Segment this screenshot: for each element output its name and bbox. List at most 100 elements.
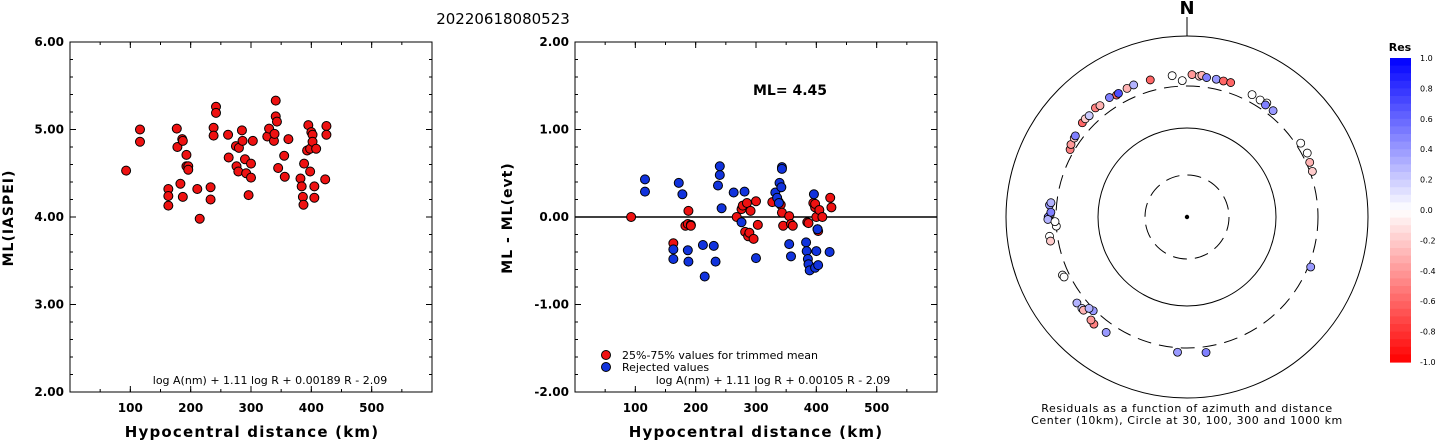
- data-point: [172, 142, 183, 152]
- ring-1000km: [1005, 35, 1369, 399]
- rejected-point: [699, 271, 710, 282]
- station-point: [1050, 217, 1060, 227]
- data-point: [305, 166, 316, 177]
- rejected-point: [773, 198, 784, 208]
- station-point: [1201, 348, 1211, 357]
- data-point: [177, 135, 188, 146]
- legend-label-rejected: Rejected values: [622, 361, 709, 374]
- data-point: [320, 174, 331, 185]
- trimmed-point: [751, 196, 761, 207]
- station-point: [1129, 80, 1139, 90]
- data-point: [246, 158, 256, 169]
- data-point: [246, 172, 256, 183]
- trimmed-point: [685, 220, 696, 231]
- data-point: [311, 143, 322, 154]
- rejected-point: [808, 189, 819, 200]
- colorbar-segment: [1390, 73, 1411, 82]
- station-point: [1307, 166, 1317, 176]
- ring-300km: [1055, 85, 1319, 349]
- rejected-point: [639, 174, 650, 185]
- rejected-point: [739, 186, 750, 197]
- data-point: [181, 149, 192, 160]
- data-point: [163, 200, 174, 211]
- rejected-point: [728, 187, 739, 198]
- ml-annotation: ML= 4.45: [753, 83, 827, 99]
- x-axis-label: Hypocentral distance (km): [629, 423, 884, 441]
- data-point: [243, 190, 254, 201]
- data-point: [183, 164, 194, 175]
- y-axis-label: ML - ML(evt): [500, 162, 516, 273]
- y-tick-label: 2.00: [34, 385, 64, 399]
- station-point: [1084, 111, 1094, 121]
- legend-marker-rejected: [601, 362, 611, 372]
- station-point: [1072, 298, 1082, 308]
- colorbar-segment: [1390, 202, 1411, 211]
- rejected-point: [639, 186, 650, 197]
- center-point: [1184, 214, 1190, 220]
- station-point: [1086, 315, 1096, 325]
- x-tick-label: 300: [743, 401, 768, 415]
- rejected-point: [785, 251, 796, 262]
- data-point: [236, 125, 247, 136]
- x-axis-label: Hypocentral distance (km): [125, 423, 380, 441]
- trimmed-point: [683, 205, 694, 216]
- panel-ml-residual: 100 200 300 400 500 -2.00 -1.00 0.00 1.00 2.00 ML…: [500, 35, 938, 441]
- colorbar-segment: [1390, 210, 1411, 219]
- ring-100km: [1097, 127, 1277, 307]
- station-point: [1268, 106, 1278, 116]
- colorbar-segment: [1390, 308, 1411, 317]
- formula-label: log A(nm) + 1.11 log R + 0.00105 R - 2.0…: [656, 374, 890, 387]
- data-point: [296, 181, 307, 192]
- colorbar-segment: [1390, 286, 1411, 295]
- data-point: [177, 191, 188, 202]
- data-point: [208, 130, 219, 141]
- plot-frame: [69, 41, 433, 393]
- y-tick-label: -1.00: [534, 298, 569, 312]
- colorbar-segment: [1390, 88, 1411, 97]
- rejected-point: [716, 203, 727, 214]
- data-point: [271, 116, 282, 127]
- data-point: [192, 184, 203, 194]
- station-point: [1105, 93, 1114, 102]
- colorbar-segment: [1390, 118, 1411, 127]
- rejected-point: [824, 247, 835, 257]
- rejected-point: [682, 245, 693, 256]
- legend-marker-trimmed: [601, 350, 611, 360]
- station-points: [1043, 70, 1317, 357]
- colorbar-segment: [1390, 240, 1411, 249]
- colorbar-title: Res: [1389, 41, 1412, 54]
- station-point: [1211, 74, 1221, 84]
- rejected-point: [776, 182, 787, 193]
- y-tick-label: -2.00: [534, 385, 569, 399]
- rejected-point: [812, 224, 823, 235]
- x-tick-label: 100: [623, 401, 648, 415]
- trimmed-point: [825, 192, 836, 203]
- trimmed-point: [817, 212, 828, 222]
- trimmed-point: [752, 219, 763, 230]
- station-point: [1046, 198, 1056, 208]
- x-tick-label: 500: [359, 401, 384, 415]
- trimmed-point: [803, 218, 814, 229]
- colorbar-segment: [1390, 339, 1411, 348]
- colorbar-segment: [1390, 194, 1411, 203]
- station-point: [1202, 73, 1211, 82]
- station-point: [1261, 100, 1270, 110]
- colorbar-label: -0.6: [1420, 297, 1436, 306]
- colorbar-label: -0.4: [1420, 267, 1436, 276]
- colorbar-segment: [1390, 316, 1411, 325]
- station-point: [1114, 88, 1123, 98]
- data-point: [175, 178, 186, 189]
- colorbar-segment: [1390, 346, 1411, 355]
- station-point: [1306, 262, 1316, 272]
- data-point: [121, 165, 132, 176]
- data-point: [283, 134, 294, 145]
- y-tick-label: 0.00: [539, 210, 569, 224]
- colorbar: 1.0 0.8 0.6 0.4 0.2 0.0 -0.2 -0.4 -0.6 -0.8 -1.0: [1390, 54, 1436, 367]
- station-point: [1145, 75, 1155, 85]
- station-point: [1247, 90, 1257, 100]
- colorbar-label: 0.4: [1420, 145, 1433, 154]
- rejected-point: [683, 256, 694, 267]
- colorbar-segment: [1390, 141, 1411, 150]
- station-point: [1059, 272, 1069, 282]
